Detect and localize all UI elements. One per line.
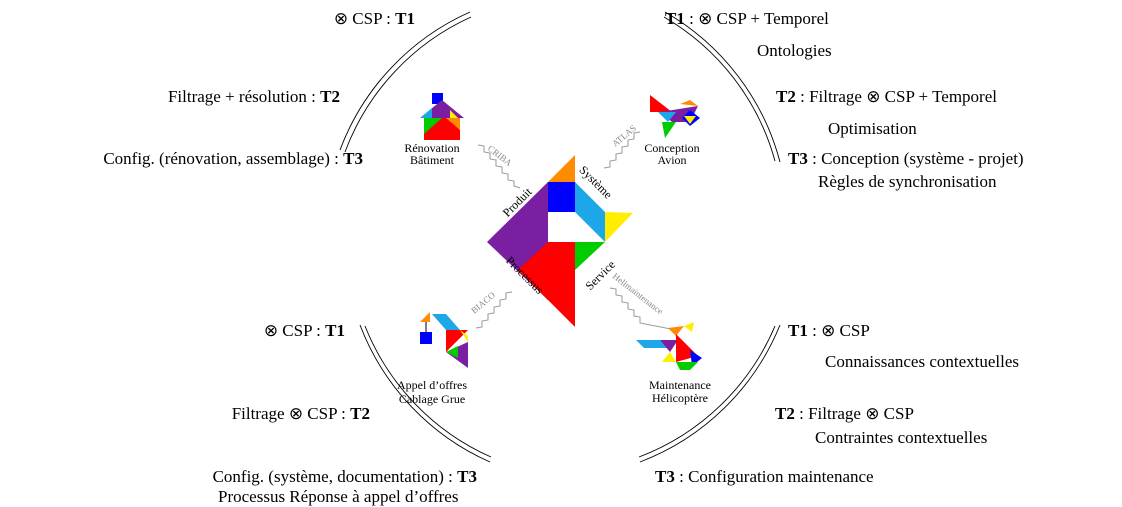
case-name: Avion: [657, 153, 686, 167]
task-line: T1 : ⊗ CSP: [788, 321, 870, 340]
task-line: ⊗ CSP : T1: [264, 321, 345, 340]
task-label: T1: [788, 321, 808, 340]
case-name: Conception: [644, 141, 699, 155]
task-line: T2 : Filtrage ⊗ CSP + Temporel: [776, 87, 997, 106]
task-note: Règles de synchronisation: [818, 172, 997, 191]
task-line: Filtrage ⊗ CSP : T2: [232, 404, 370, 423]
case-name: Maintenance: [649, 378, 711, 392]
task-text: Filtrage ⊗ CSP :: [232, 404, 350, 423]
task-text: : ⊗ CSP: [808, 321, 870, 340]
task-line: T3 : Conception (système - projet): [788, 149, 1024, 168]
task-note: Optimisation: [828, 119, 917, 138]
task-line: Config. (rénovation, assemblage) : T3: [103, 149, 363, 168]
task-label: T1: [325, 321, 345, 340]
icon-house: [420, 93, 464, 140]
task-label: T1: [665, 9, 685, 28]
task-label: T3: [655, 467, 675, 486]
task-note: Contraintes contextuelles: [815, 428, 987, 447]
task-label: T2: [320, 87, 340, 106]
task-label: T3: [343, 149, 363, 168]
task-label: T1: [395, 9, 415, 28]
task-text: ⊗ CSP :: [264, 321, 325, 340]
task-text: Filtrage + résolution :: [168, 87, 320, 106]
case-name: Bâtiment: [410, 153, 455, 167]
task-note: Connaissances contextuelles: [825, 352, 1019, 371]
project-label: BIACO: [469, 290, 497, 316]
task-text: : Filtrage ⊗ CSP: [795, 404, 914, 423]
task-text: : Filtrage ⊗ CSP + Temporel: [796, 87, 997, 106]
tangram: [487, 155, 633, 327]
case-name: Cablage Grue: [399, 392, 465, 406]
links: [475, 131, 677, 331]
task-line: Config. (système, documentation) : T3: [213, 467, 477, 486]
task-text: : Configuration maintenance: [675, 467, 874, 486]
task-line: ⊗ CSP : T1: [334, 9, 415, 28]
project-label: Helimaintenance: [611, 271, 665, 316]
case-name: Hélicoptère: [652, 391, 708, 405]
task-label: T3: [788, 149, 808, 168]
task-text: : ⊗ CSP + Temporel: [685, 9, 829, 28]
task-note: Ontologies: [757, 41, 832, 60]
task-label: T2: [776, 87, 796, 106]
task-line: T2 : Filtrage ⊗ CSP: [775, 404, 914, 423]
task-line: T3 : Configuration maintenance: [655, 467, 874, 486]
task-text: ⊗ CSP :: [334, 9, 395, 28]
task-note: Processus Réponse à appel d’offres: [218, 487, 458, 506]
task-label: T3: [457, 467, 477, 486]
task-text: : Conception (système - projet): [808, 149, 1024, 168]
task-text: Config. (système, documentation) :: [213, 467, 458, 486]
task-line: Filtrage + résolution : T2: [168, 87, 340, 106]
task-line: T1 : ⊗ CSP + Temporel: [665, 9, 829, 28]
icon-helicopter: [636, 322, 702, 370]
case-name: Rénovation: [404, 141, 459, 155]
arcs: [339, 11, 781, 463]
icon-plane: [650, 95, 700, 138]
task-label: T2: [350, 404, 370, 423]
task-text: Config. (rénovation, assemblage) :: [103, 149, 343, 168]
task-label: T2: [775, 404, 795, 423]
case-name: Appel d’offres: [397, 378, 467, 392]
icon-crane: [420, 312, 468, 368]
